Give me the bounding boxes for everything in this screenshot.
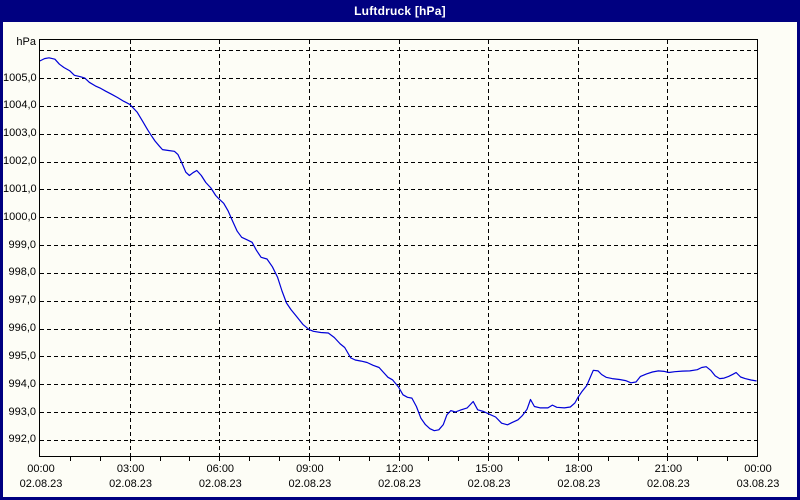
x-tick-label: 12:00 02.08.23	[378, 463, 421, 490]
y-tick-label: 996,0	[8, 322, 36, 335]
y-tick-label: 1002,0	[3, 155, 37, 168]
x-tick-time: 00:00	[27, 463, 55, 475]
x-tick-date: 02.08.23	[198, 478, 242, 490]
y-tick-label: 992,0	[8, 433, 36, 446]
x-tick-time: 15:00	[475, 463, 503, 475]
x-tick-label: 15:00 02.08.23	[468, 463, 511, 490]
y-tick-label: 1001,0	[3, 182, 37, 195]
y-tick-label: 999,0	[8, 238, 36, 251]
y-tick-label: 1000,0	[3, 210, 37, 223]
x-axis-minor-ticks	[70, 457, 728, 461]
y-tick-label: 997,0	[8, 294, 36, 307]
x-tick-label: 06:00 02.08.23	[199, 463, 242, 490]
chart-canvas: hPa 1005,0 1004,0 1003,0 1002,0 1001,0 1000,0…	[3, 22, 797, 497]
x-tick-date: 02.08.23	[378, 478, 421, 490]
x-tick-date: 02.08.23	[109, 478, 153, 490]
x-tick-label: 18:00 02.08.23	[557, 463, 600, 490]
x-tick-label: 21:00 02.08.23	[647, 463, 690, 490]
plot-svg	[40, 40, 757, 456]
y-tick-label: 993,0	[8, 405, 36, 418]
x-tick-label: 00:00 02.08.23	[20, 463, 63, 490]
x-tick-date: 02.08.23	[288, 478, 332, 490]
chart-title: Luftdruck [hPa]	[354, 4, 446, 18]
x-tick-time: 18:00	[565, 463, 593, 475]
x-tick-date: 02.08.23	[557, 478, 601, 490]
x-tick-label: 03:00 02.08.23	[109, 463, 152, 490]
y-axis-unit-label: hPa	[16, 36, 36, 48]
y-tick-label: 998,0	[8, 266, 36, 279]
x-tick-date: 03.08.23	[736, 478, 780, 490]
x-tick-time: 12:00	[385, 463, 414, 475]
x-tick-date: 02.08.23	[467, 478, 511, 490]
x-tick-time: 03:00	[116, 463, 145, 475]
y-tick-label: 1005,0	[3, 71, 37, 84]
x-tick-date: 02.08.23	[646, 478, 690, 490]
x-tick-time: 00:00	[744, 463, 772, 475]
title-bar: Luftdruck [hPa]	[0, 0, 800, 22]
x-tick-time: 06:00	[206, 463, 235, 475]
x-tick-time: 21:00	[654, 463, 683, 475]
x-tick-date: 02.08.23	[19, 478, 63, 490]
pressure-line	[40, 57, 757, 432]
y-tick-label: 994,0	[8, 377, 36, 390]
y-tick-label: 1004,0	[3, 99, 37, 112]
x-tick-label: 00:00 03.08.23	[737, 463, 780, 490]
y-tick-label: 995,0	[8, 349, 36, 362]
x-tick-label: 09:00 02.08.23	[288, 463, 331, 490]
plot-area	[39, 39, 758, 457]
y-tick-label: 1003,0	[3, 127, 37, 140]
x-tick-time: 09:00	[296, 463, 324, 475]
